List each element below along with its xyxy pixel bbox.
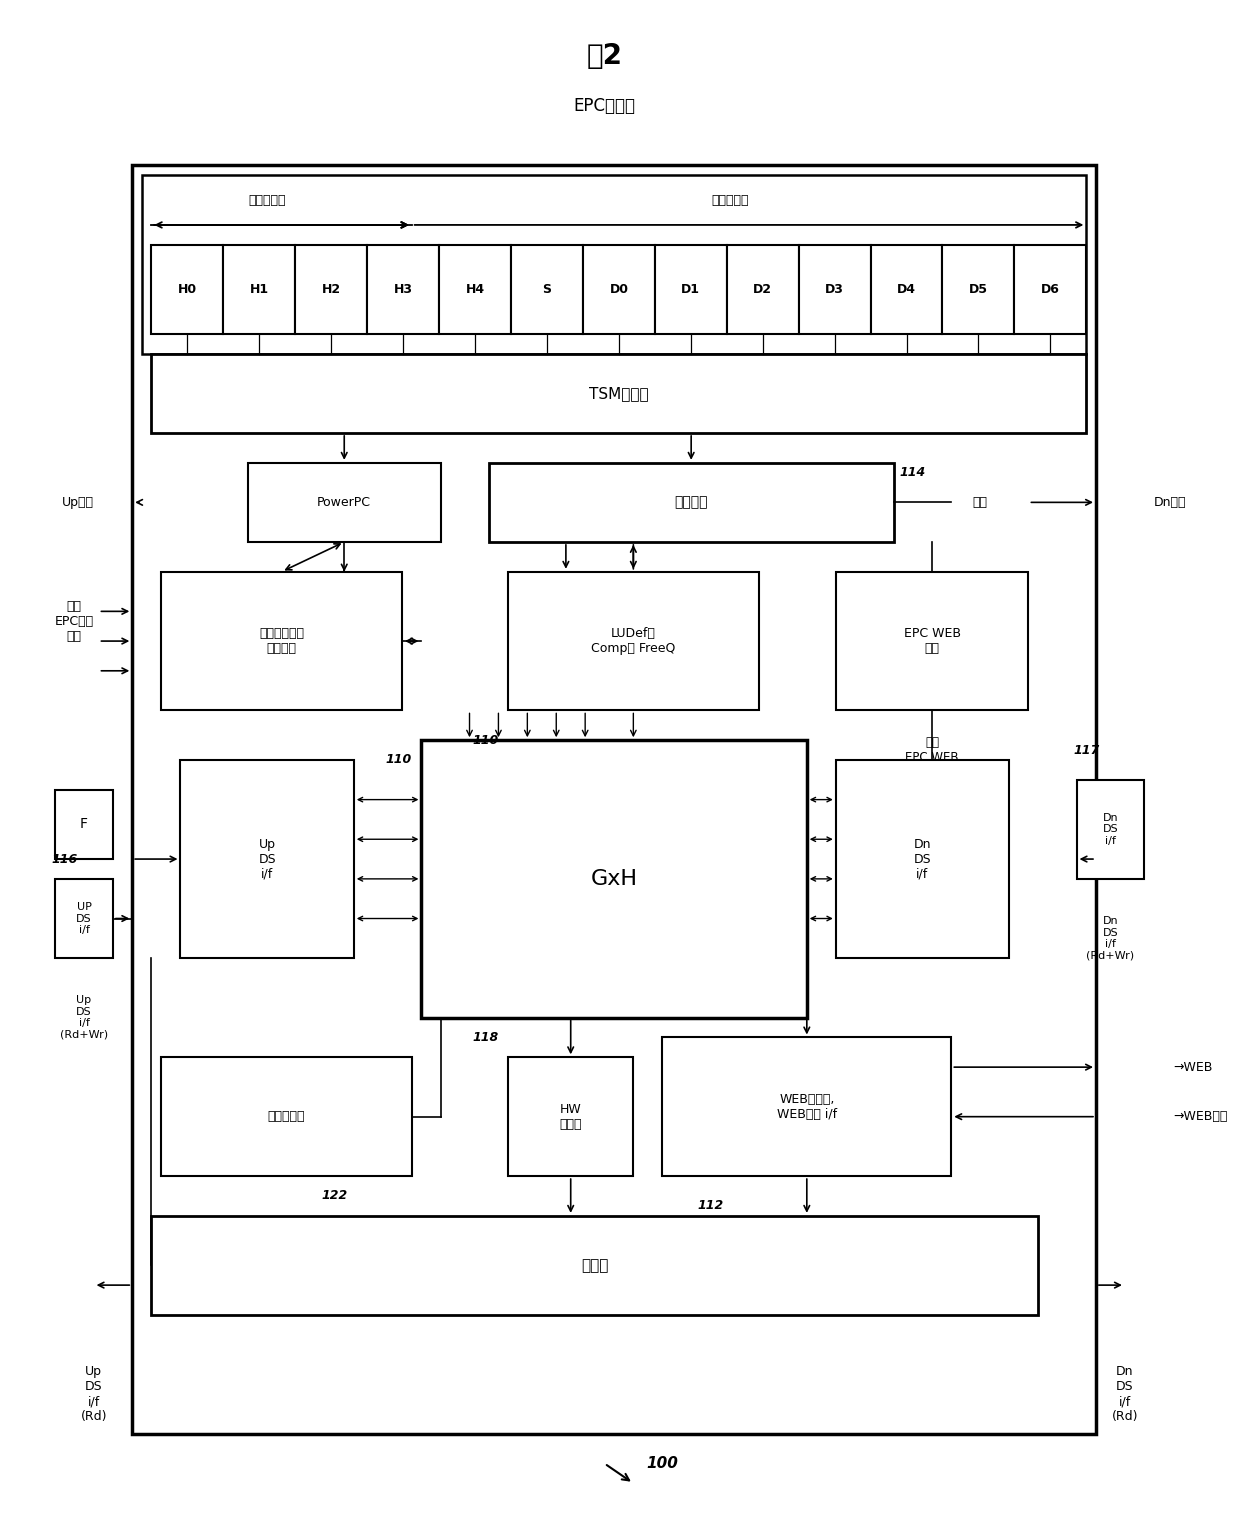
Bar: [489, 462, 894, 542]
Text: Dn
DS
i/f
(Rd): Dn DS i/f (Rd): [1111, 1365, 1138, 1423]
Text: HW
分类器: HW 分类器: [559, 1103, 582, 1130]
Bar: [161, 571, 402, 711]
Text: D2: D2: [753, 283, 773, 295]
Text: D4: D4: [897, 283, 916, 295]
Bar: [151, 353, 1086, 433]
Bar: [583, 245, 655, 333]
Bar: [942, 245, 1014, 333]
Text: D1: D1: [681, 283, 701, 295]
Text: 118: 118: [472, 1030, 498, 1044]
Text: Up排队: Up排队: [62, 495, 94, 509]
Bar: [836, 571, 1028, 711]
Text: H2: H2: [321, 283, 341, 295]
Text: EPC的框图: EPC的框图: [573, 97, 635, 115]
Text: 图2: 图2: [587, 42, 622, 71]
Text: 中断
EPC冻结
异常: 中断 EPC冻结 异常: [55, 600, 94, 642]
Bar: [180, 761, 353, 957]
Bar: [836, 761, 1009, 957]
Bar: [511, 245, 583, 333]
Text: TSM判定器: TSM判定器: [589, 386, 649, 401]
Text: H0: H0: [177, 283, 197, 295]
Text: WEB判定器,
WEB观察 i/f: WEB判定器, WEB观察 i/f: [776, 1092, 837, 1121]
Text: 110: 110: [386, 753, 412, 767]
Text: D0: D0: [609, 283, 629, 295]
Text: LUDef表
Comp表 FreeQ: LUDef表 Comp表 FreeQ: [591, 627, 676, 654]
Bar: [727, 245, 799, 333]
Text: 片内存储器: 片内存储器: [248, 194, 286, 206]
Bar: [1076, 780, 1145, 879]
Bar: [55, 879, 113, 957]
Text: 100: 100: [646, 1456, 678, 1471]
Text: D6: D6: [1040, 283, 1060, 295]
Bar: [508, 571, 759, 711]
Text: Up
DS
i/f
(Rd): Up DS i/f (Rd): [81, 1365, 107, 1423]
Text: Up
DS
i/f: Up DS i/f: [258, 838, 277, 880]
Bar: [367, 245, 439, 333]
Text: Up
DS
i/f
(Rd+Wr): Up DS i/f (Rd+Wr): [60, 995, 108, 1039]
Bar: [151, 1215, 1038, 1315]
Bar: [295, 245, 367, 333]
Bar: [223, 245, 295, 333]
Text: H1: H1: [249, 283, 269, 295]
Text: 114: 114: [900, 467, 926, 479]
Text: 内部
EPC WEB: 内部 EPC WEB: [905, 736, 959, 764]
Text: 117: 117: [1073, 744, 1100, 756]
Bar: [655, 245, 727, 333]
Text: Dn
DS
i/f: Dn DS i/f: [1102, 812, 1118, 845]
Bar: [1014, 245, 1086, 333]
Text: F: F: [81, 818, 88, 832]
Text: 122: 122: [321, 1189, 347, 1203]
Text: 指令存储器: 指令存储器: [268, 1110, 305, 1123]
Text: →WEB观察: →WEB观察: [1173, 1110, 1228, 1123]
Text: H4: H4: [465, 283, 485, 295]
Text: PowerPC: PowerPC: [317, 495, 371, 509]
Text: 片外存储器: 片外存储器: [711, 194, 749, 206]
Text: 完成单元: 完成单元: [675, 495, 708, 509]
Text: GxH: GxH: [590, 870, 637, 889]
Text: 标记: 标记: [972, 495, 988, 509]
Text: D5: D5: [968, 283, 988, 295]
Bar: [55, 789, 113, 859]
Bar: [151, 245, 223, 333]
Text: 分配器: 分配器: [582, 1257, 609, 1273]
Text: Dn
DS
i/f
(Rd+Wr): Dn DS i/f (Rd+Wr): [1086, 917, 1135, 961]
Bar: [141, 176, 1086, 353]
Text: 110: 110: [472, 733, 498, 747]
Text: 112: 112: [697, 1200, 724, 1212]
Bar: [662, 1038, 951, 1176]
Text: EPC WEB
控制: EPC WEB 控制: [904, 627, 961, 654]
Text: Dn
DS
i/f: Dn DS i/f: [914, 838, 931, 880]
Bar: [439, 245, 511, 333]
Bar: [133, 165, 1096, 1433]
Text: UP
DS
i/f: UP DS i/f: [76, 901, 92, 935]
Text: D3: D3: [825, 283, 844, 295]
Text: 调试、中断和
单步控制: 调试、中断和 单步控制: [259, 627, 304, 654]
Bar: [161, 1057, 412, 1176]
Bar: [508, 1057, 634, 1176]
Bar: [799, 245, 870, 333]
Text: Dn排队: Dn排队: [1153, 495, 1187, 509]
Text: 116: 116: [52, 853, 78, 865]
Text: S: S: [542, 283, 552, 295]
Bar: [870, 245, 942, 333]
Bar: [248, 462, 440, 542]
Bar: [422, 741, 807, 1018]
Text: →WEB: →WEB: [1173, 1060, 1213, 1074]
Text: H3: H3: [393, 283, 413, 295]
